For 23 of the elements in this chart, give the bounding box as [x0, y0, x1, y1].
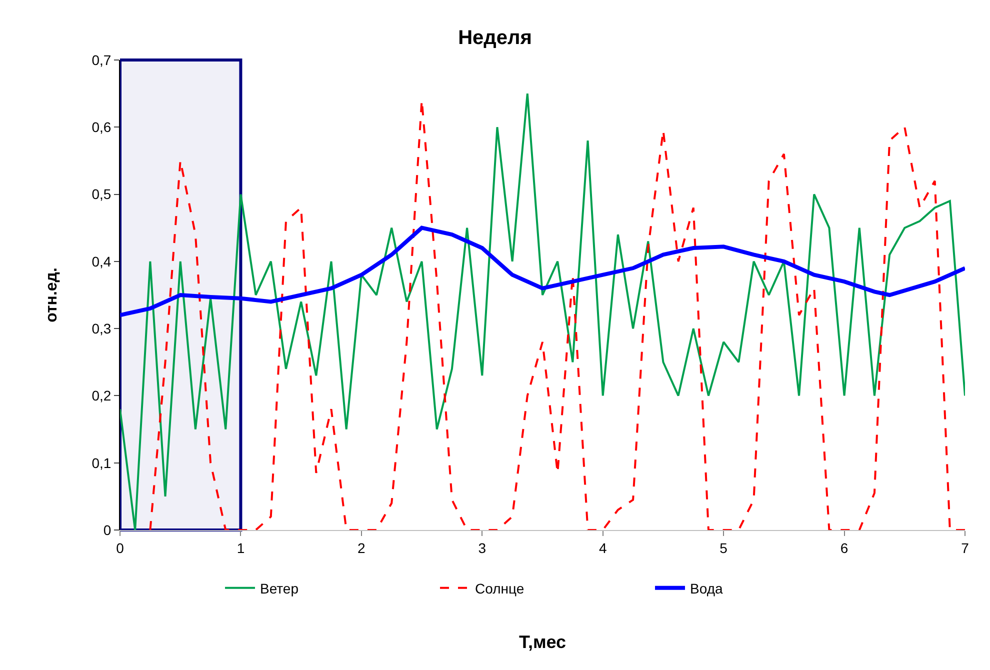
x-axis-title: T,мес: [518, 632, 566, 652]
x-tick-label: 3: [478, 540, 486, 556]
legend-label: Солнце: [475, 580, 524, 596]
chart-title: Неделя: [458, 27, 532, 50]
y-tick-label: 0,4: [92, 253, 112, 270]
x-tick-label: 6: [840, 540, 848, 556]
x-tick-label: 2: [358, 540, 366, 556]
y-tick-label: 0,1: [92, 454, 112, 471]
x-tick-label: 0: [116, 540, 124, 556]
x-tick-label: 1: [236, 540, 245, 556]
y-tick-label: 0,7: [92, 52, 112, 68]
legend-label: Вода: [690, 580, 723, 596]
y-tick-label: 0,2: [92, 388, 112, 404]
legend-label: Ветер: [260, 580, 299, 596]
y-tick-label: 0,6: [92, 119, 112, 136]
y-tick-label: 0: [103, 522, 112, 538]
y-tick-label: 0,5: [92, 186, 112, 202]
x-tick-label: 4: [598, 540, 607, 556]
x-tick-label: 5: [720, 540, 728, 556]
x-tick-label: 7: [961, 540, 970, 556]
line-series: [120, 226, 965, 318]
y-tick-label: 0,3: [92, 320, 112, 336]
y-axis-title: отн.ед.: [44, 268, 61, 322]
